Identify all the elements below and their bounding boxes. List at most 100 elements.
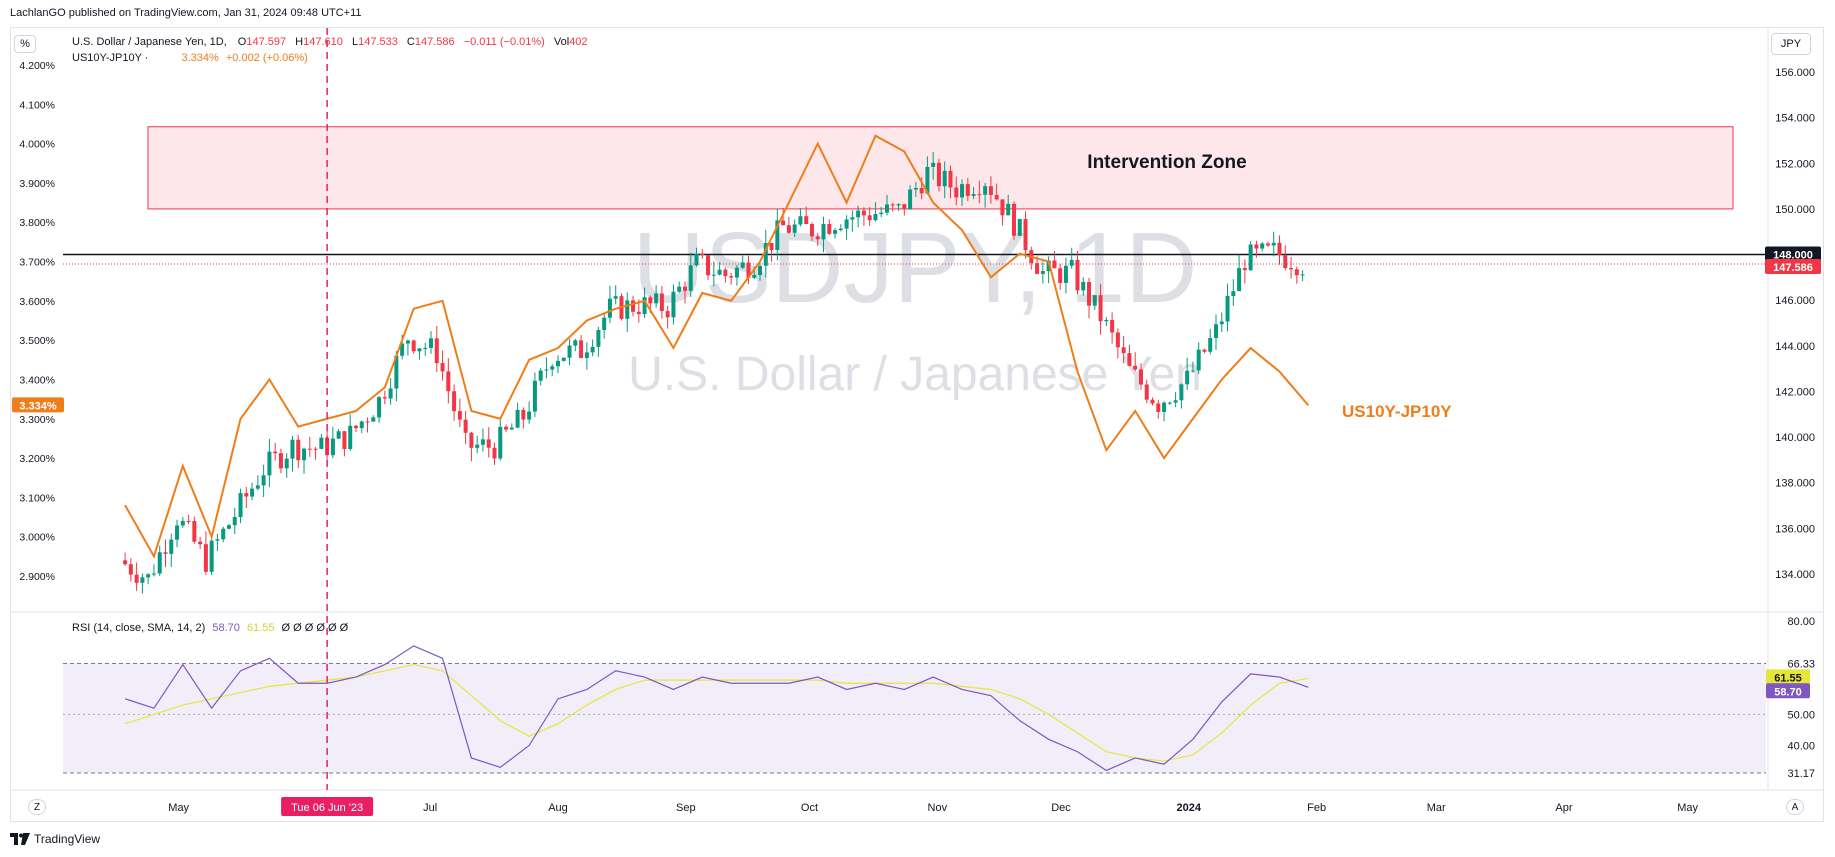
candle-body — [434, 338, 439, 364]
candle-body — [203, 544, 208, 572]
candle-body — [607, 298, 612, 318]
candle-body — [555, 360, 560, 367]
candle-body — [486, 439, 491, 448]
candle-body — [804, 216, 809, 225]
overlay-name[interactable]: US10Y-JP10Y · — [72, 52, 149, 64]
candle-body — [330, 438, 335, 456]
candle-body — [1000, 199, 1005, 216]
candle-body — [452, 391, 457, 412]
auto-scale-button[interactable]: A — [1786, 799, 1804, 815]
brand-name: TradingView — [34, 832, 101, 846]
candle-body — [1121, 347, 1126, 354]
candle-body — [942, 170, 947, 187]
price-tick-label: 138.000 — [1775, 478, 1815, 490]
candle-body — [515, 409, 520, 428]
candle-body — [769, 243, 774, 250]
candle-body — [867, 215, 872, 221]
candle-body — [1011, 203, 1016, 236]
symbol-description[interactable]: U.S. Dollar / Japanese Yen, 1D, — [72, 36, 227, 48]
time-tick-label: May — [1677, 802, 1698, 814]
price-change: −0.011 (−0.01%) — [463, 36, 545, 48]
rsi-tick-label: 50.00 — [1787, 709, 1815, 721]
candle-body — [1058, 268, 1063, 283]
candle-body — [238, 493, 243, 518]
rsi-sma-badge: 61.55 — [1774, 672, 1802, 684]
candle-body — [752, 274, 757, 278]
rsi-value: 58.70 — [212, 622, 240, 634]
candle-body — [994, 195, 999, 200]
close-label: C — [406, 36, 415, 48]
candle-body — [902, 204, 907, 210]
candle-body — [365, 421, 370, 423]
watermark-symbol: USDJPY, 1D — [632, 212, 1197, 324]
zoom-reset-button[interactable]: Z — [28, 799, 46, 815]
candle-body — [215, 539, 220, 541]
candle-body — [163, 552, 168, 554]
candle-body — [198, 541, 203, 545]
candle-body — [1277, 242, 1282, 256]
volume-value: 402 — [569, 36, 588, 48]
overlay-legend: US10Y-JP10Y · 3.334% +0.002 (+0.06%) — [72, 52, 308, 64]
candle-body — [192, 520, 197, 542]
spread-tick-label: 4.200% — [19, 60, 55, 72]
rsi-tick-label: 31.17 — [1787, 768, 1815, 780]
candle-body — [717, 269, 722, 275]
candle-body — [983, 186, 988, 195]
candle-body — [123, 560, 128, 565]
candle-body — [567, 345, 572, 358]
candle-body — [861, 210, 866, 216]
percent-scale-button[interactable]: % — [14, 35, 36, 53]
candle-body — [1023, 218, 1028, 251]
candle-body — [584, 352, 589, 358]
candle-body — [498, 426, 503, 459]
candle-body — [1254, 244, 1259, 249]
candle-body — [1214, 324, 1219, 338]
time-tick-label: Dec — [1051, 802, 1071, 814]
candle-body — [1242, 268, 1247, 271]
candle-body — [596, 329, 601, 347]
candle-body — [1237, 268, 1242, 292]
candle-body — [1115, 332, 1120, 348]
candle-body — [1231, 291, 1236, 297]
level-line-badge: 148.000 — [1773, 250, 1813, 262]
high-label: H — [295, 36, 304, 48]
candle-body — [856, 210, 861, 218]
candle-body — [1035, 263, 1040, 274]
candle-body — [313, 448, 318, 450]
tradingview-logo[interactable]: TradingView — [10, 832, 100, 846]
candle-body — [550, 366, 555, 370]
candle-body — [186, 520, 191, 522]
time-tick-label: May — [168, 802, 189, 814]
candle-body — [261, 475, 266, 486]
candle-body — [175, 525, 180, 540]
rsi-tick-label: 66.33 — [1787, 659, 1815, 671]
candle-body — [342, 431, 347, 449]
candle-body — [890, 204, 895, 206]
price-tick-label: 154.000 — [1775, 113, 1815, 125]
candle-body — [740, 262, 745, 268]
candle-body — [659, 293, 664, 312]
candle-body — [746, 262, 751, 278]
time-tick-label: Jul — [423, 802, 437, 814]
tradingview-logo-icon — [10, 833, 30, 845]
candles-group — [123, 151, 1305, 594]
time-tick-label: Mar — [1427, 802, 1446, 814]
candle-body — [1202, 349, 1207, 352]
currency-scale-button[interactable]: JPY — [1771, 33, 1811, 55]
candle-body — [838, 228, 843, 231]
candle-body — [931, 162, 936, 167]
spread-tick-label: 3.900% — [19, 178, 55, 190]
rsi-value-badge: 58.70 — [1774, 686, 1802, 698]
spread-tick-label: 3.300% — [19, 414, 55, 426]
candle-body — [1265, 243, 1270, 246]
candle-body — [1150, 399, 1155, 404]
rsi-label[interactable]: RSI (14, close, SMA, 14, 2) — [72, 622, 206, 634]
candle-body — [469, 432, 474, 448]
price-tick-label: 146.000 — [1775, 295, 1815, 307]
candle-body — [1075, 259, 1080, 291]
candle-body — [636, 311, 641, 315]
candle-body — [1196, 349, 1201, 371]
candle-body — [700, 253, 705, 256]
rsi-value-badge-bg — [1766, 683, 1810, 699]
